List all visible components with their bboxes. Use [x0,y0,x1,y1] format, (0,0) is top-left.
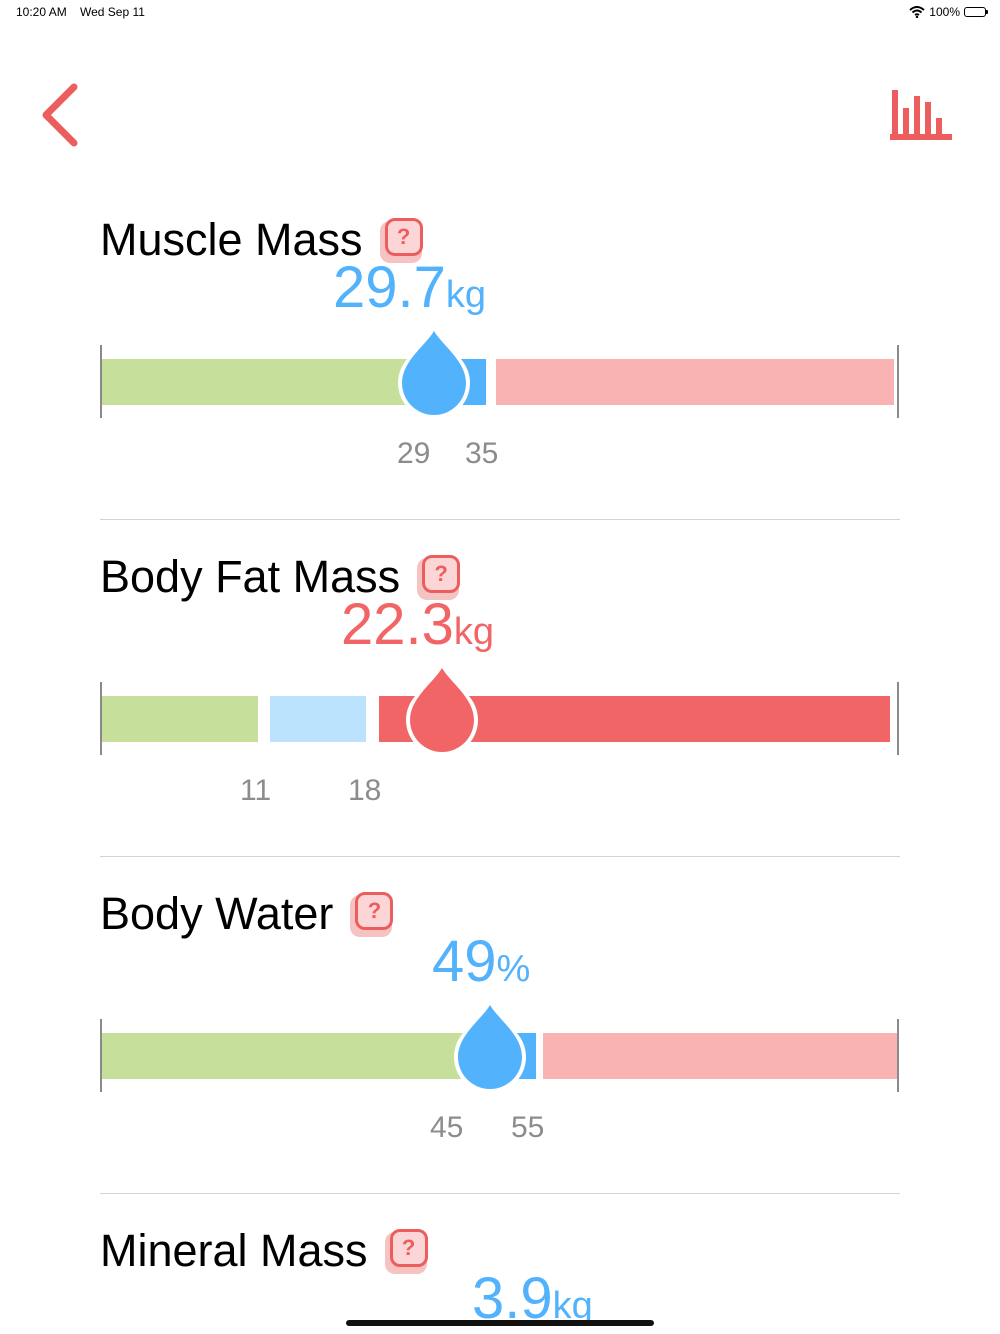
title-row: Mineral Mass ? [100,1221,432,1281]
section-title: Body Fat Mass [100,551,401,602]
bar-chart-icon [890,90,952,140]
reading-value: 49% [432,926,530,1005]
section-title: Mineral Mass [100,1225,368,1276]
range-high-label: 55 [511,1111,545,1144]
divider [100,1193,900,1194]
wifi-icon [909,6,925,18]
help-button[interactable]: ? [384,1229,432,1274]
title-row: Body Fat Mass ? [100,547,464,607]
question-icon: ? [384,218,423,256]
title-row: Muscle Mass ? [100,210,427,270]
range-high-label: 18 [348,774,382,807]
status-bar: 10:20 AM Wed Sep 11 100% [0,5,1000,21]
value-pointer [406,668,478,756]
help-button[interactable]: ? [350,892,397,937]
status-right: 100% [909,5,988,19]
chart-button[interactable] [888,86,954,144]
range-bar: 29 35 [100,331,900,470]
range-low-label: 11 [240,774,272,807]
range-low-label: 29 [397,437,431,470]
section-mineral-mass: Mineral Mass ? 3.9kg [100,1221,900,1334]
battery-percent: 100% [929,5,960,19]
value-number: 22.3 [341,592,454,657]
value-number: 29.7 [333,255,446,320]
divider [100,856,900,857]
reading-value: 29.7kg [333,252,486,331]
bar-segment-low [102,1033,487,1079]
bar-segment-high [543,1033,897,1079]
battery-icon [964,7,988,17]
section-muscle-mass: Muscle Mass ? 29.7kg 29 35 [100,210,900,547]
section-title: Muscle Mass [100,214,363,265]
bar-segment-low [102,696,258,742]
value-unit: kg [445,274,487,316]
status-time: 10:20 AM [16,5,67,19]
home-indicator[interactable] [346,1320,654,1326]
status-date: Wed Sep 11 [80,5,145,19]
value-pointer [454,1005,526,1093]
help-button[interactable]: ? [379,218,427,263]
back-button[interactable] [38,82,88,148]
reading-value: 22.3kg [341,589,494,668]
value-unit: kg [453,611,495,653]
bar-segment-high [496,359,894,405]
value-unit: % [496,948,531,990]
section-title: Body Water [100,888,334,939]
question-icon: ? [355,892,394,930]
range-bar: 11 18 [100,668,900,807]
range-bar: 45 55 [100,1005,900,1144]
title-row: Body Water ? [100,884,397,944]
question-icon: ? [389,1229,428,1267]
range-low-label: 45 [430,1111,464,1144]
section-body-water: Body Water ? 49% 45 55 [100,884,900,1221]
divider [100,519,900,520]
help-button[interactable]: ? [417,555,464,600]
section-body-fat-mass: Body Fat Mass ? 22.3kg 11 18 [100,547,900,884]
value-number: 49 [432,929,497,994]
chevron-left-icon [42,83,78,147]
value-pointer [398,331,470,419]
question-icon: ? [422,555,461,593]
range-high-label: 35 [465,437,499,470]
bar-segment-low [102,359,431,405]
bar-segment-normal [270,696,366,742]
